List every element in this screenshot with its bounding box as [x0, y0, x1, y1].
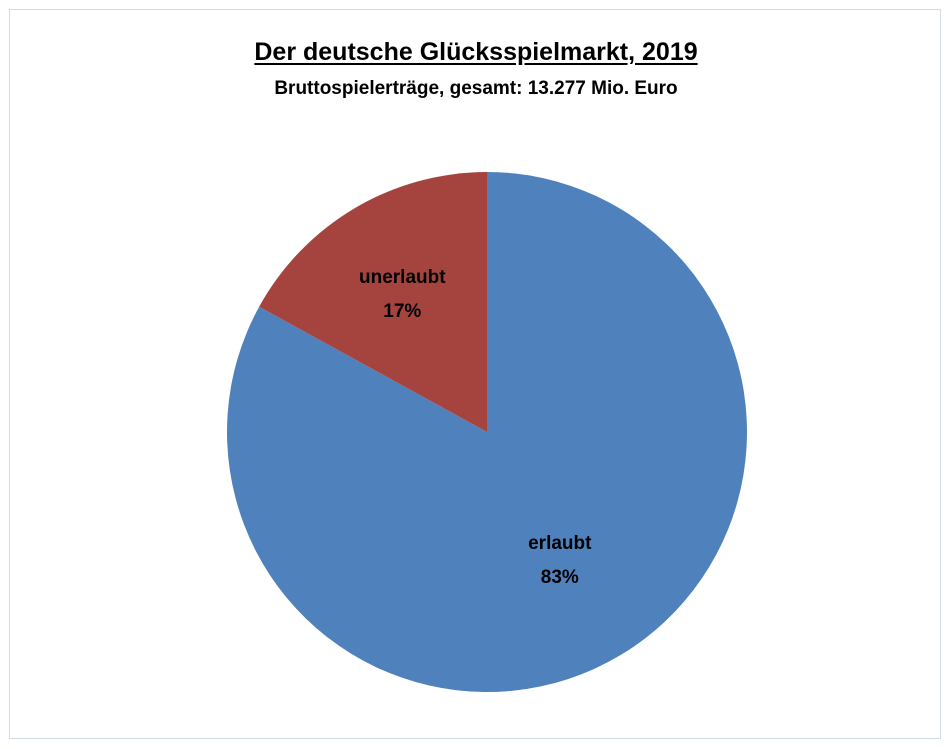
pie-chart: erlaubt 83% unerlaubt 17% [226, 172, 748, 692]
slice-percent-unerlaubt: 17% [383, 301, 421, 322]
chart-frame: Der deutsche Glücksspielmarkt, 2019 Brut… [9, 9, 941, 739]
slice-label-erlaubt: erlaubt [528, 533, 592, 554]
slice-percent-erlaubt: 83% [541, 567, 579, 588]
pie-slice-unerlaubt [259, 172, 487, 432]
chart-title: Der deutsche Glücksspielmarkt, 2019 [254, 38, 698, 66]
chart-subtitle: Bruttospielerträge, gesamt: 13.277 Mio. … [274, 78, 678, 99]
slice-label-unerlaubt: unerlaubt [359, 267, 446, 288]
